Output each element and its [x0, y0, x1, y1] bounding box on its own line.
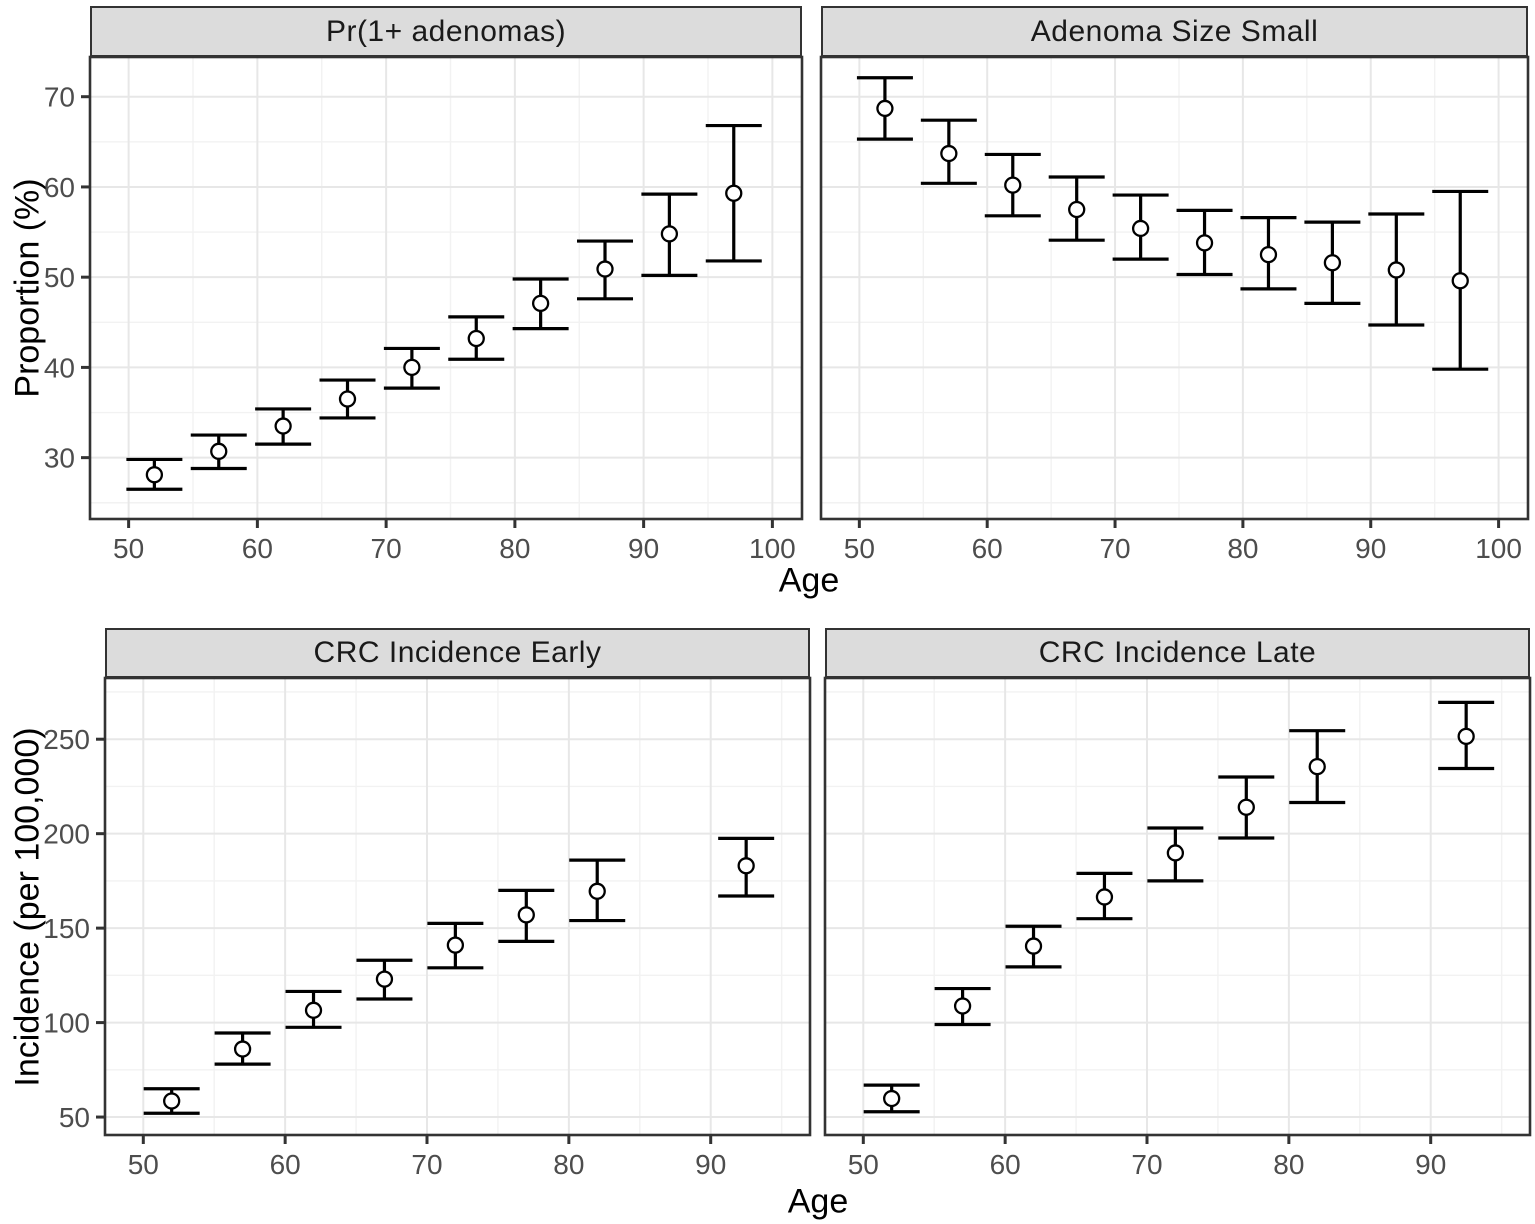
x-tick-label: 70	[371, 533, 402, 564]
data-point	[1131, 219, 1150, 238]
data-point	[660, 225, 679, 243]
facet-title-crc-incidence-early: CRC Incidence Early	[313, 636, 602, 669]
facet-panel-1: 50 60 70 80 90 100	[819, 55, 1530, 564]
data-point	[517, 906, 535, 924]
data-point	[596, 260, 614, 278]
facet-strip-pr-adenomas: Pr(1+ adenomas)	[90, 6, 802, 57]
x-tick-label: 100	[1475, 533, 1522, 564]
data-point	[338, 390, 357, 408]
data-point	[1308, 757, 1326, 776]
data-point	[1457, 727, 1475, 746]
data-point	[1024, 937, 1043, 955]
y-tick-label: 50	[44, 262, 75, 293]
x-tick-label: 90	[1355, 533, 1386, 564]
x-tick-label: 70	[1131, 1149, 1162, 1180]
data-point	[883, 1089, 901, 1108]
data-point	[1387, 261, 1405, 279]
data-point	[163, 1092, 181, 1110]
data-point	[940, 144, 958, 163]
data-point	[145, 466, 164, 484]
x-tick-label: 80	[499, 533, 530, 564]
x-tick-label: 100	[749, 533, 796, 564]
data-point	[274, 417, 292, 435]
facet-title-crc-incidence-late: CRC Incidence Late	[1038, 636, 1317, 669]
panel-background	[105, 678, 810, 1135]
x-tick-label: 70	[411, 1149, 442, 1180]
x-tick-label: 60	[270, 1149, 301, 1180]
x-tick-label: 50	[128, 1149, 159, 1180]
x-axis-title-bottom: Age	[787, 1182, 849, 1221]
facet-strip-adenoma-size-small: Adenoma Size Small	[821, 6, 1528, 57]
data-point	[725, 184, 743, 202]
data-point	[233, 1040, 252, 1058]
facet-panel-0: 50 60 70 80 90 100 30 40 50 60 70	[44, 55, 804, 564]
y-tick-label: 40	[44, 352, 75, 383]
y-tick-label: 60	[44, 172, 75, 203]
y-tick-label: 150	[43, 913, 90, 944]
data-point	[1195, 234, 1214, 252]
data-point	[375, 970, 394, 988]
data-point	[588, 882, 606, 900]
y-tick-label: 100	[43, 1008, 90, 1039]
panel-border	[88, 55, 804, 521]
data-point	[1237, 798, 1255, 816]
data-point	[1095, 888, 1114, 906]
y-tick-label: 250	[43, 724, 90, 755]
x-tick-label: 70	[1099, 533, 1130, 564]
data-point	[446, 936, 465, 954]
facet-panel-3: 50 60 70 80 90	[823, 676, 1532, 1180]
data-point	[467, 329, 485, 348]
data-point	[1068, 200, 1086, 219]
facet-panel-2: 50 60 70 80 90 50 100 150 200 250	[43, 676, 812, 1180]
x-tick-label: 50	[113, 533, 144, 564]
data-point	[1451, 272, 1469, 290]
y-tick-label: 70	[44, 82, 75, 113]
data-point	[403, 358, 421, 377]
data-point	[1323, 254, 1342, 272]
panel-border	[819, 55, 1530, 521]
x-tick-label: 80	[1273, 1149, 1304, 1180]
x-tick-label: 60	[242, 533, 273, 564]
facet-title-adenoma-size-small: Adenoma Size Small	[1030, 14, 1319, 48]
data-point	[1004, 176, 1022, 194]
panel-border	[823, 676, 1532, 1137]
x-tick-label: 90	[1415, 1149, 1446, 1180]
y-axis-title-bottom: Incidence (per 100,000)	[8, 727, 47, 1087]
data-point	[953, 997, 972, 1015]
y-tick-label: 30	[44, 443, 75, 474]
panel-background	[825, 678, 1530, 1135]
x-axis-title-top: Age	[778, 561, 840, 600]
data-point	[210, 442, 228, 460]
facet-strip-crc-incidence-early: CRC Incidence Early	[105, 628, 810, 678]
x-tick-label: 60	[972, 533, 1003, 564]
facet-strip-crc-incidence-late: CRC Incidence Late	[825, 628, 1530, 678]
panel-background	[90, 57, 802, 519]
data-point	[304, 1001, 323, 1019]
y-tick-label: 200	[43, 819, 90, 850]
data-point	[1259, 245, 1278, 264]
x-tick-label: 90	[695, 1149, 726, 1180]
panel-background	[821, 57, 1528, 519]
y-tick-label: 50	[59, 1102, 90, 1133]
data-point	[737, 857, 755, 875]
facet-title-pr-adenomas: Pr(1+ adenomas)	[325, 14, 567, 48]
data-point	[1166, 844, 1185, 862]
y-axis-title-top: Proportion (%)	[8, 178, 47, 398]
x-tick-label: 80	[553, 1149, 584, 1180]
x-tick-label: 50	[844, 533, 875, 564]
data-point	[531, 294, 550, 312]
x-tick-label: 80	[1227, 533, 1258, 564]
x-tick-label: 90	[628, 533, 659, 564]
x-tick-label: 50	[848, 1149, 879, 1180]
data-point	[876, 99, 894, 118]
panel-border	[103, 676, 812, 1137]
x-tick-label: 60	[990, 1149, 1021, 1180]
